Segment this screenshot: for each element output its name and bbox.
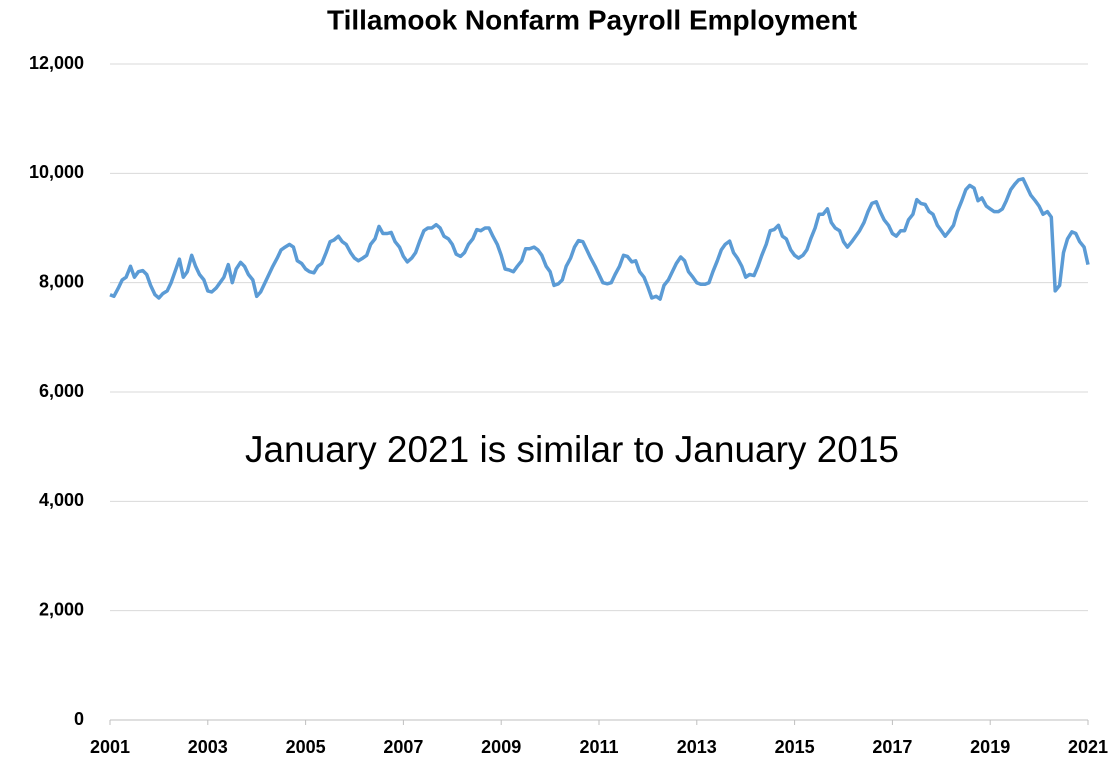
line-series — [109, 177, 1090, 301]
y-tick-label: 2,000 — [39, 599, 84, 619]
y-tick-label: 4,000 — [39, 490, 84, 510]
y-tick-label: 6,000 — [39, 381, 84, 401]
x-tick-label: 2009 — [481, 737, 521, 757]
x-tick-label: 2015 — [775, 737, 815, 757]
chart-title: Tillamook Nonfarm Payroll Employment — [327, 4, 857, 35]
x-tick-label: 2017 — [872, 737, 912, 757]
x-tick-label: 2021 — [1068, 737, 1108, 757]
x-tick-label: 2001 — [90, 737, 130, 757]
annotation: January 2021 is similar to January 2015 — [245, 429, 899, 470]
y-tick-label: 8,000 — [39, 271, 84, 291]
x-tick-label: 2007 — [383, 737, 423, 757]
x-tick-label: 2019 — [970, 737, 1010, 757]
x-tick-label: 2003 — [188, 737, 228, 757]
x-tick-label: 2005 — [286, 737, 326, 757]
y-tick-label: 12,000 — [29, 53, 84, 73]
x-tick-label: 2011 — [579, 737, 618, 757]
x-tick-label: 2013 — [677, 737, 717, 757]
y-tick-label: 10,000 — [29, 162, 84, 182]
y-tick-label: 0 — [74, 709, 84, 729]
